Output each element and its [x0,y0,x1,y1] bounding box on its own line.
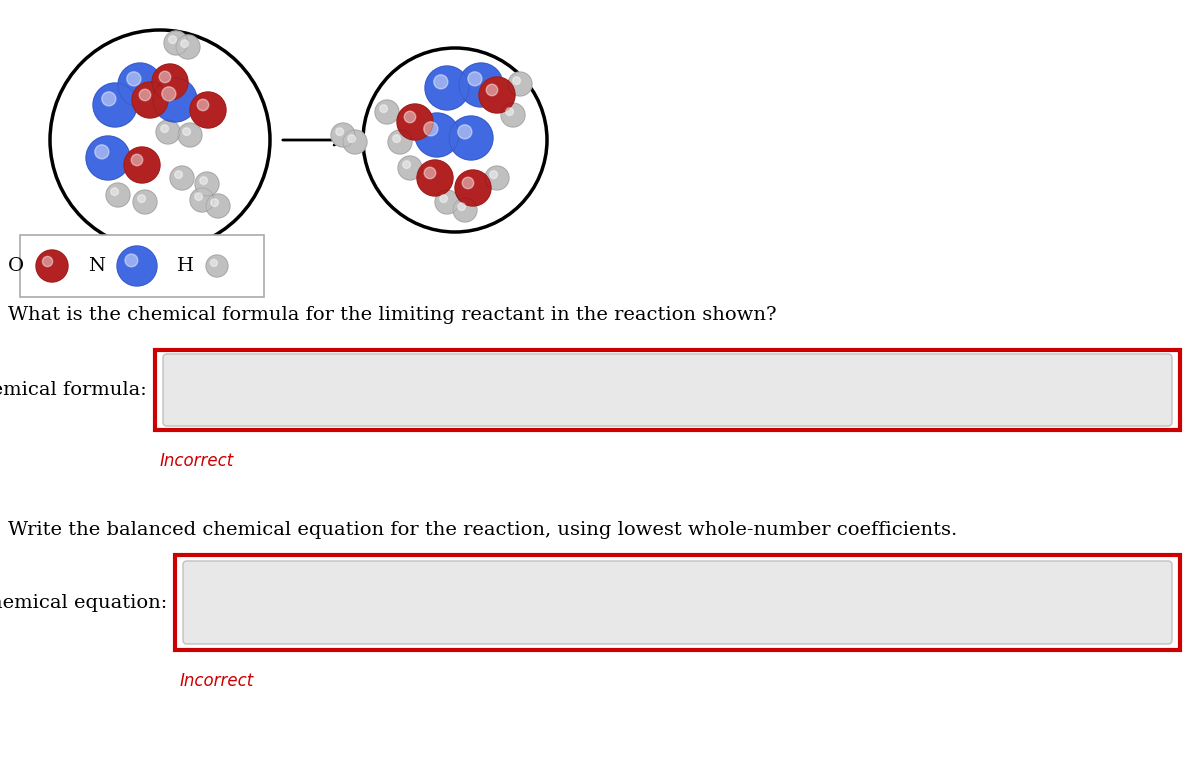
Circle shape [348,134,355,142]
Circle shape [175,171,182,179]
Circle shape [102,92,116,106]
Circle shape [133,190,157,214]
Circle shape [118,246,157,286]
Circle shape [131,154,143,166]
Circle shape [154,78,197,122]
Circle shape [206,194,230,218]
Circle shape [508,72,532,96]
Circle shape [403,160,410,169]
Circle shape [199,176,208,184]
Circle shape [398,156,422,180]
Circle shape [182,128,191,135]
Circle shape [336,128,343,135]
FancyBboxPatch shape [175,555,1180,650]
Circle shape [415,113,458,157]
Circle shape [162,87,176,101]
Circle shape [169,36,176,44]
Circle shape [124,147,160,183]
Circle shape [170,166,194,190]
Circle shape [397,104,433,140]
Circle shape [331,123,355,147]
Circle shape [132,82,168,118]
Circle shape [490,171,498,179]
Text: 4NO + 4H$_2$ ⟶ 2N$_2$ + 4H$_2$O: 4NO + 4H$_2$ ⟶ 2N$_2$ + 4H$_2$O [194,377,530,403]
Circle shape [118,63,162,107]
FancyBboxPatch shape [182,561,1172,644]
Circle shape [106,183,130,207]
Circle shape [458,63,503,107]
Circle shape [176,35,200,59]
FancyBboxPatch shape [155,350,1180,430]
Circle shape [506,108,514,115]
Circle shape [374,100,398,124]
Circle shape [418,160,454,196]
Text: N: N [88,257,106,275]
Circle shape [36,250,68,282]
Circle shape [190,92,226,128]
Circle shape [458,202,466,210]
Circle shape [152,64,188,100]
Circle shape [468,72,482,86]
Circle shape [404,112,415,123]
Circle shape [190,188,214,212]
Circle shape [210,260,217,267]
Circle shape [95,145,109,159]
Circle shape [156,120,180,144]
Text: What is the chemical formula for the limiting reactant in the reaction shown?: What is the chemical formula for the lim… [8,306,776,324]
Text: 4NO + 5H$_2$ ⟶ 2N$_2$ + 4H$_2$O + H$_2$: 4NO + 5H$_2$ ⟶ 2N$_2$ + 4H$_2$O + H$_2$ [215,589,616,616]
Circle shape [479,77,515,113]
Circle shape [436,190,458,214]
Text: Write the balanced chemical equation for the reaction, using lowest whole-number: Write the balanced chemical equation for… [8,521,958,539]
Circle shape [178,123,202,147]
Circle shape [194,193,203,200]
Circle shape [125,254,138,267]
Circle shape [138,195,145,202]
Circle shape [139,89,151,101]
Circle shape [485,166,509,190]
Text: chemical equation:: chemical equation: [0,594,167,611]
Circle shape [206,255,228,277]
Circle shape [181,40,188,47]
Circle shape [392,134,401,142]
Circle shape [454,198,478,222]
Circle shape [388,130,412,154]
Circle shape [434,75,448,89]
Circle shape [86,136,130,180]
Text: Incorrect: Incorrect [180,672,254,690]
Circle shape [160,71,170,83]
Circle shape [424,121,438,136]
FancyBboxPatch shape [163,354,1172,426]
Circle shape [110,188,119,196]
Circle shape [343,130,367,154]
Circle shape [486,84,498,96]
Circle shape [197,99,209,111]
Circle shape [425,66,469,110]
Circle shape [455,170,491,206]
Circle shape [379,105,388,112]
Circle shape [194,172,220,196]
Circle shape [449,116,493,160]
Text: chemical formula:: chemical formula: [0,381,148,399]
Circle shape [164,31,188,55]
Circle shape [502,103,526,127]
Circle shape [462,177,474,189]
FancyBboxPatch shape [20,235,264,297]
Text: H: H [178,257,194,275]
Circle shape [161,125,168,132]
Circle shape [425,167,436,179]
Circle shape [42,257,53,267]
Circle shape [439,195,448,202]
Text: O: O [8,257,24,275]
Text: Incorrect: Incorrect [160,452,234,470]
Circle shape [127,72,140,86]
Circle shape [211,199,218,206]
Circle shape [512,77,521,85]
Circle shape [94,83,137,127]
Circle shape [458,125,472,139]
